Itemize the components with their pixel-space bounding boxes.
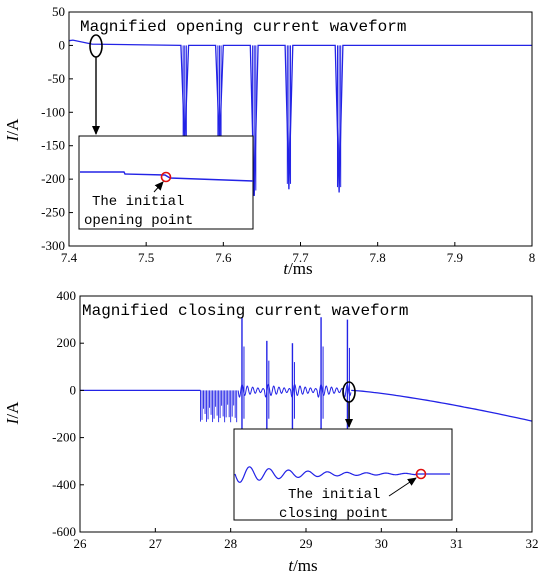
closing-inset-trace — [234, 466, 450, 483]
opening-y-axis-var: I — [3, 134, 22, 142]
opening-ticks: 7.4 7.5 7.6 7.7 7.8 7.9 8 50 0 -50 -100 -150 -200 -25… — [41, 4, 535, 265]
opening-x-tick-label: 8 — [529, 250, 536, 265]
closing-x-tick-label: 29 — [300, 536, 313, 551]
opening-x-tick-label: 7.7 — [292, 250, 309, 265]
opening-inset-frame — [78, 135, 254, 230]
closing-x-tick-label: 30 — [375, 536, 388, 551]
opening-zoom-ellipse — [89, 34, 103, 58]
opening-x-tick-label: 7.5 — [138, 250, 154, 265]
opening-y-tick-label: -100 — [41, 104, 65, 119]
closing-annotation-line1: The initial — [288, 487, 380, 503]
closing-x-tick-label: 27 — [149, 536, 163, 551]
opening-y-tick-label: -250 — [41, 205, 65, 220]
closing-traces — [80, 317, 533, 438]
closing-y-tick-label: -600 — [52, 524, 76, 539]
opening-annotation-line2: opening point — [84, 213, 193, 229]
closing-y-tick-label: -400 — [52, 477, 76, 492]
closing-x-axis-var: t — [288, 556, 294, 575]
opening-annotation-arrow — [153, 181, 164, 193]
closing-y-tick-label: 200 — [57, 335, 77, 350]
closing-x-tick-label: 32 — [526, 536, 539, 551]
closing-inset: The initial closing point — [233, 428, 453, 522]
closing-title: Magnified closing current waveform — [82, 302, 408, 320]
opening-x-tick-label: 7.6 — [215, 250, 232, 265]
closing-initial-point-marker — [415, 468, 427, 480]
closing-decay-tail — [351, 389, 533, 422]
opening-chart: 7.4 7.5 7.6 7.7 7.8 7.9 8 50 0 -50 -100 -150 -200 -25… — [3, 4, 535, 278]
opening-traces — [68, 39, 532, 196]
closing-annotation-line2: closing point — [279, 506, 388, 522]
closing-y-tick-label: -200 — [52, 430, 76, 445]
opening-x-tick-label: 7.9 — [447, 250, 463, 265]
closing-x-tick-label: 26 — [74, 536, 88, 551]
closing-y-axis-label: I/A — [3, 401, 22, 425]
opening-series-line — [68, 39, 532, 196]
closing-x-axis-unit: /ms — [293, 556, 318, 575]
opening-x-axis-var: t — [283, 259, 289, 278]
opening-x-axis-unit: /ms — [288, 259, 313, 278]
closing-y-tick-label: 0 — [70, 382, 77, 397]
closing-y-axis-var: I — [3, 417, 22, 425]
closing-ticks: 26 27 28 29 30 31 32 400 200 0 -200 -400 -600 — [52, 288, 538, 551]
opening-x-tick-label: 7.4 — [61, 250, 78, 265]
opening-annotation-line1: The initial — [92, 194, 184, 210]
closing-y-tick-label: 400 — [57, 288, 77, 303]
opening-inset: The initial opening point — [78, 135, 254, 230]
opening-y-tick-label: 0 — [59, 37, 66, 52]
opening-inset-trace — [80, 171, 254, 182]
opening-y-tick-label: 50 — [52, 4, 65, 19]
closing-x-tick-label: 31 — [450, 536, 463, 551]
opening-x-axis-label: t/ms — [283, 259, 312, 278]
opening-y-axis-unit: /A — [3, 118, 22, 136]
closing-x-axis-label: t/ms — [288, 556, 317, 575]
closing-y-axis-unit: /A — [3, 401, 22, 419]
closing-chart: 26 27 28 29 30 31 32 400 200 0 -200 -400 -600 Magnif… — [3, 288, 539, 575]
closing-annotation-arrow — [388, 477, 417, 497]
opening-title: Magnified opening current waveform — [80, 18, 406, 36]
opening-y-axis-label: I/A — [3, 118, 22, 142]
opening-y-tick-label: -200 — [41, 171, 65, 186]
opening-y-tick-label: -50 — [48, 71, 65, 86]
opening-y-tick-label: -150 — [41, 138, 65, 153]
opening-initial-point-marker — [160, 171, 172, 183]
opening-x-tick-label: 7.8 — [370, 250, 386, 265]
closing-x-tick-label: 28 — [224, 536, 237, 551]
opening-y-tick-label: -300 — [41, 238, 65, 253]
